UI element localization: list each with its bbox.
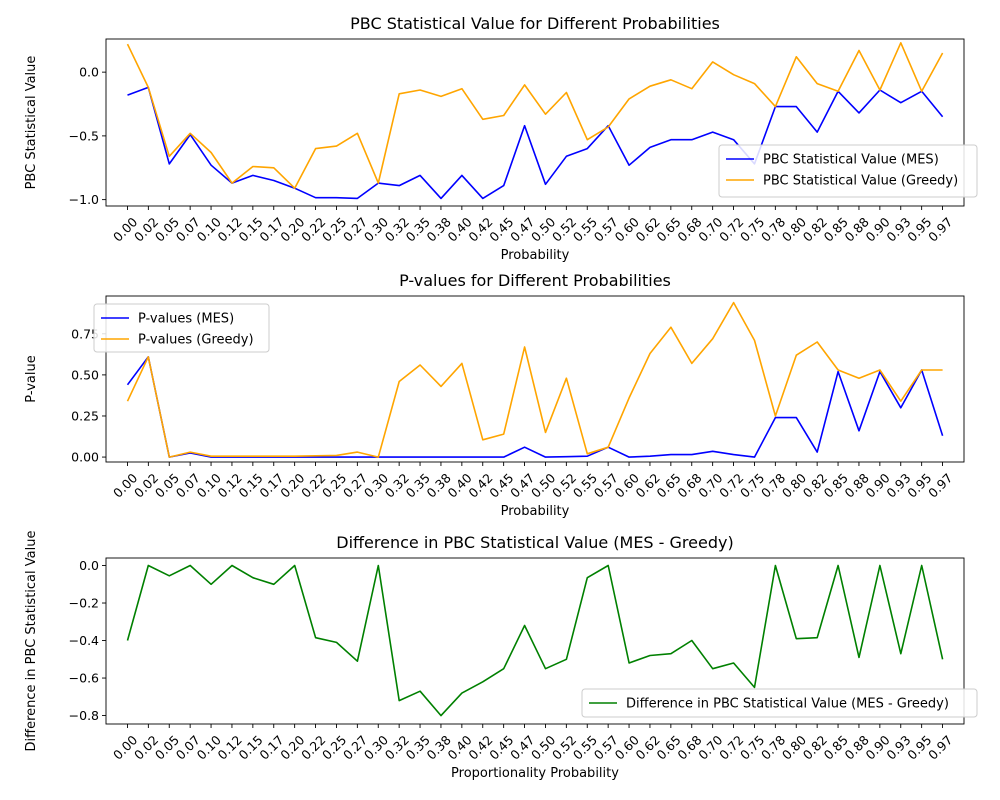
legend: PBC Statistical Value (MES) PBC Statistic…: [718, 144, 978, 198]
y-tick-label: −0.8: [69, 708, 99, 723]
legend: P-values (MES) P-values (Greedy): [93, 303, 270, 353]
y-tick-label: 0.0: [79, 558, 99, 573]
chart-title: Difference in PBC Statistical Value (MES…: [336, 533, 733, 552]
y-tick-label: −0.6: [69, 671, 99, 686]
legend-entry: PBC Statistical Value (MES): [763, 153, 939, 168]
x-axis-label: Probability: [501, 248, 570, 263]
y-tick-label: 0.75: [71, 326, 99, 341]
series-line-1: [127, 86, 944, 200]
x-tick-label: 0.97: [925, 732, 955, 762]
x-tick-label: 0.97: [925, 470, 955, 500]
y-tick-label: 0.0: [79, 65, 99, 80]
legend-box: [93, 303, 270, 353]
y-tick-label: 0.00: [71, 450, 99, 465]
legend-box: [581, 688, 978, 718]
y-axis-label: P-value: [24, 355, 39, 402]
y-tick-label: −0.2: [69, 596, 99, 611]
y-tick-label: −0.4: [69, 633, 99, 648]
legend: Difference in PBC Statistical Value (MES…: [581, 688, 978, 718]
legend-entry: P-values (MES): [138, 312, 234, 327]
y-tick-label: −0.5: [69, 128, 99, 143]
subplot-3: Difference in PBC Statistical Value (MES…: [24, 531, 978, 781]
series-line-2: [126, 301, 943, 458]
y-tick-label: 0.50: [71, 367, 99, 382]
legend-entry: P-values (Greedy): [138, 333, 254, 348]
subplot-2: P-values for Different Probabilities 0.00…: [24, 271, 965, 519]
legend-entry: PBC Statistical Value (Greedy): [763, 174, 958, 189]
y-tick-label: −1.0: [69, 192, 99, 207]
chart-title: PBC Statistical Value for Different Prob…: [350, 14, 720, 33]
plot-area-frame: [105, 38, 965, 207]
x-axis-label: Probability: [501, 504, 570, 519]
x-tick-label: 0.97: [925, 214, 955, 244]
plot-area-frame: [105, 295, 965, 463]
plot-area-frame: [105, 557, 965, 725]
subplot-1: PBC Statistical Value for Different Prob…: [24, 14, 978, 263]
y-axis-label: PBC Statistical Value: [24, 56, 39, 190]
legend-box: [718, 144, 978, 198]
chart-title: P-values for Different Probabilities: [399, 271, 671, 290]
legend-entry: Difference in PBC Statistical Value (MES…: [626, 697, 949, 712]
x-axis-label: Proportionality Probability: [451, 766, 619, 781]
series-line-1: [126, 564, 944, 717]
series-line-2: [126, 41, 944, 189]
series-line-1: [126, 355, 944, 458]
y-axis-label: Difference in PBC Statistical Value: [24, 531, 39, 752]
y-tick-label: 0.25: [71, 408, 99, 423]
